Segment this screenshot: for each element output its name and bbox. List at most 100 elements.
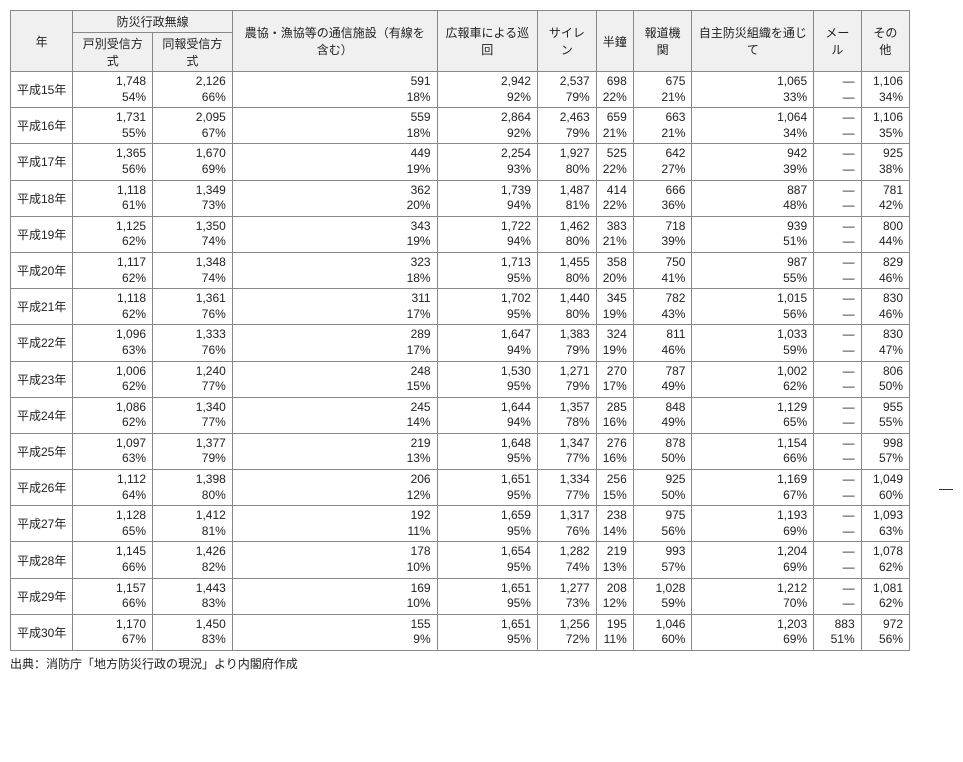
- value-cell: 59118%: [232, 72, 437, 108]
- table-row: 平成19年1,12562%1,35074%34319%1,72294%1,462…: [11, 216, 910, 252]
- year-cell: 平成24年: [11, 397, 73, 433]
- table-row: 平成27年1,12865%1,41281%19211%1,65995%1,317…: [11, 506, 910, 542]
- year-cell: 平成28年: [11, 542, 73, 578]
- value-cell: 1,35074%: [153, 216, 233, 252]
- value-cell: ――: [814, 252, 862, 288]
- value-cell: 28917%: [232, 325, 437, 361]
- value-cell: 1,21270%: [692, 578, 814, 614]
- value-cell: 69822%: [596, 72, 633, 108]
- value-cell: 84849%: [633, 397, 692, 433]
- value-cell: 1,73155%: [73, 108, 153, 144]
- value-cell: 1,14566%: [73, 542, 153, 578]
- header-year: 年: [11, 11, 73, 72]
- header-bell: 半鐘: [596, 11, 633, 72]
- value-cell: 81146%: [633, 325, 692, 361]
- value-cell: 1,12562%: [73, 216, 153, 252]
- value-cell: 21913%: [596, 542, 633, 578]
- value-cell: 1,09363%: [861, 506, 909, 542]
- value-cell: 1,20469%: [692, 542, 814, 578]
- value-cell: 66321%: [633, 108, 692, 144]
- value-cell: 1,11264%: [73, 470, 153, 506]
- value-cell: 75041%: [633, 252, 692, 288]
- table-row: 平成21年1,11862%1,36176%31117%1,70295%1,440…: [11, 289, 910, 325]
- year-cell: 平成15年: [11, 72, 73, 108]
- value-cell: 71839%: [633, 216, 692, 252]
- table-row: 平成29年1,15766%1,44383%16910%1,65195%1,277…: [11, 578, 910, 614]
- value-cell: ――: [814, 180, 862, 216]
- value-cell: 1,08162%: [861, 578, 909, 614]
- header-volunteer: 自主防災組織を通じて: [692, 11, 814, 72]
- value-cell: 1,10634%: [861, 72, 909, 108]
- value-cell: 1,19369%: [692, 506, 814, 542]
- value-cell: 20612%: [232, 470, 437, 506]
- header-wireless-sub1: 戸別受信方式: [73, 33, 153, 72]
- value-cell: 1,11861%: [73, 180, 153, 216]
- header-wireless-group: 防災行政無線: [73, 11, 232, 33]
- value-cell: 1,34874%: [153, 252, 233, 288]
- value-cell: 88351%: [814, 614, 862, 650]
- value-cell: 20812%: [596, 578, 633, 614]
- value-cell: 78142%: [861, 180, 909, 216]
- value-cell: 83046%: [861, 289, 909, 325]
- value-cell: 1,15766%: [73, 578, 153, 614]
- value-cell: 1,10635%: [861, 108, 909, 144]
- value-cell: 93951%: [692, 216, 814, 252]
- header-other: その他: [861, 11, 909, 72]
- table-row: 平成18年1,11861%1,34973%36220%1,73994%1,487…: [11, 180, 910, 216]
- value-cell: 1,11862%: [73, 289, 153, 325]
- value-cell: 52522%: [596, 144, 633, 180]
- value-cell: 2,94292%: [437, 72, 537, 108]
- year-cell: 平成26年: [11, 470, 73, 506]
- year-cell: 平成16年: [11, 108, 73, 144]
- value-cell: 1,36176%: [153, 289, 233, 325]
- value-cell: 1,11762%: [73, 252, 153, 288]
- value-cell: 1,44383%: [153, 578, 233, 614]
- value-cell: 1,45083%: [153, 614, 233, 650]
- value-cell: 2,12666%: [153, 72, 233, 108]
- value-cell: 1,44080%: [537, 289, 596, 325]
- header-coop: 農協・漁協等の通信施設（有線を含む）: [232, 11, 437, 72]
- value-cell: 65921%: [596, 108, 633, 144]
- value-cell: 1,00662%: [73, 361, 153, 397]
- value-cell: 1,70295%: [437, 289, 537, 325]
- value-cell: 92550%: [633, 470, 692, 506]
- value-cell: 1,65195%: [437, 614, 537, 650]
- value-cell: ――: [814, 289, 862, 325]
- year-cell: 平成17年: [11, 144, 73, 180]
- value-cell: 1,38379%: [537, 325, 596, 361]
- value-cell: 1,71395%: [437, 252, 537, 288]
- value-cell: ――: [814, 216, 862, 252]
- value-cell: 1,24077%: [153, 361, 233, 397]
- value-cell: 23814%: [596, 506, 633, 542]
- value-cell: 1,06434%: [692, 108, 814, 144]
- value-cell: 1,07862%: [861, 542, 909, 578]
- value-cell: 92538%: [861, 144, 909, 180]
- value-cell: 1,64494%: [437, 397, 537, 433]
- table-row: 平成17年1,36556%1,67069%44919%2,25493%1,927…: [11, 144, 910, 180]
- value-cell: 1,65495%: [437, 542, 537, 578]
- value-cell: ――: [814, 108, 862, 144]
- value-cell: 24514%: [232, 397, 437, 433]
- value-cell: 41422%: [596, 180, 633, 216]
- table-row: 平成15年1,74854%2,12666%59118%2,94292%2,537…: [11, 72, 910, 108]
- year-cell: 平成22年: [11, 325, 73, 361]
- year-cell: 平成30年: [11, 614, 73, 650]
- value-cell: 55918%: [232, 108, 437, 144]
- value-cell: 1,00262%: [692, 361, 814, 397]
- table-header: 年 防災行政無線 農協・漁協等の通信施設（有線を含む） 広報車による巡回 サイレ…: [11, 11, 910, 72]
- value-cell: 1,53095%: [437, 361, 537, 397]
- header-wireless-sub2: 同報受信方式: [153, 33, 233, 72]
- value-cell: 35820%: [596, 252, 633, 288]
- value-cell: 80044%: [861, 216, 909, 252]
- value-cell: 88748%: [692, 180, 814, 216]
- value-cell: 1,72294%: [437, 216, 537, 252]
- data-table: 年 防災行政無線 農協・漁協等の通信施設（有線を含む） 広報車による巡回 サイレ…: [10, 10, 910, 651]
- value-cell: 78749%: [633, 361, 692, 397]
- value-cell: 1,34777%: [537, 433, 596, 469]
- table-body: 平成15年1,74854%2,12666%59118%2,94292%2,537…: [11, 72, 910, 651]
- value-cell: 1,73994%: [437, 180, 537, 216]
- table-row: 平成16年1,73155%2,09567%55918%2,86492%2,463…: [11, 108, 910, 144]
- value-cell: 1,31776%: [537, 506, 596, 542]
- value-cell: 66636%: [633, 180, 692, 216]
- year-cell: 平成21年: [11, 289, 73, 325]
